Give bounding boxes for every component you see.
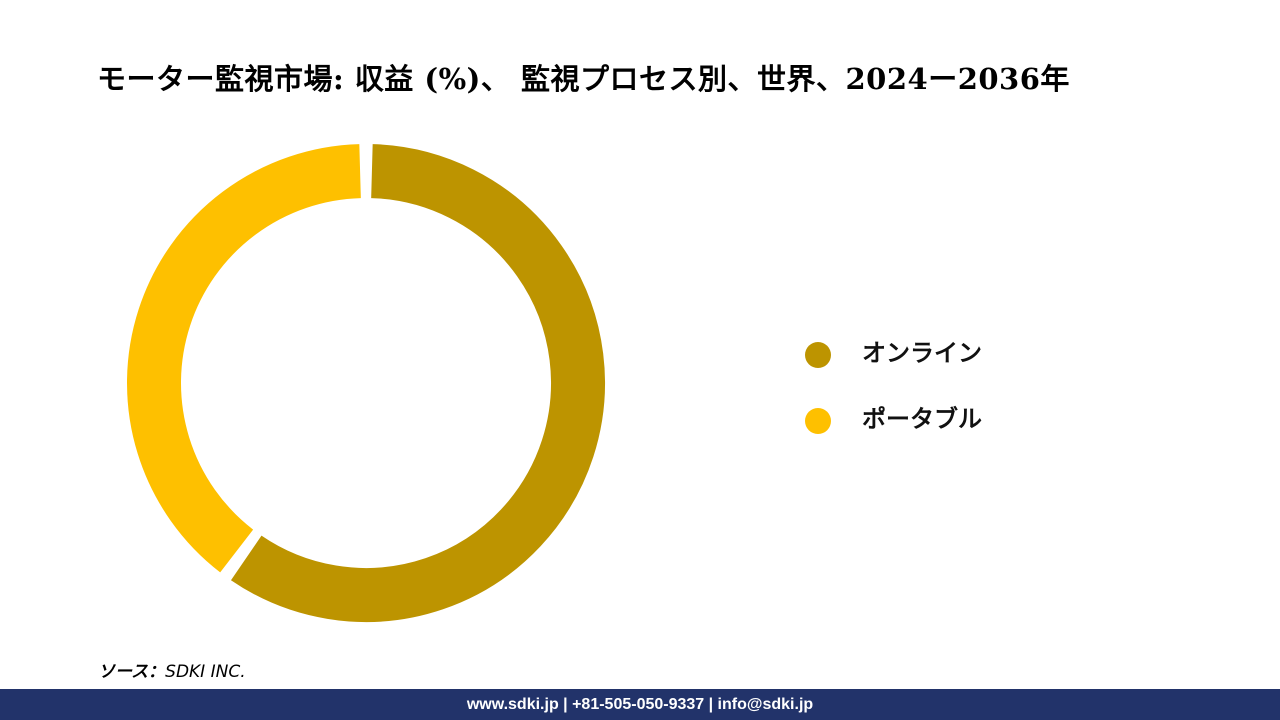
donut-segment-0 — [231, 144, 605, 622]
chart-title: モーター監視市場: 収益 (%)、 監視プロセス別、世界、2024ー2036年 — [97, 62, 1070, 96]
source-label: ソース： — [98, 662, 166, 682]
legend-marker-portable — [805, 408, 831, 434]
source-value: SDKI INC. — [165, 662, 246, 682]
legend-label-portable: ポータブル — [862, 405, 982, 433]
footer-contact-bar: www.sdki.jp | +81-505-050-9337 | info@sd… — [0, 689, 1280, 720]
legend-label-online: オンライン — [862, 339, 982, 367]
donut-segment-1 — [127, 144, 362, 573]
legend-marker-online — [805, 342, 831, 368]
source-note: ソース：SDKI INC. — [98, 657, 246, 682]
